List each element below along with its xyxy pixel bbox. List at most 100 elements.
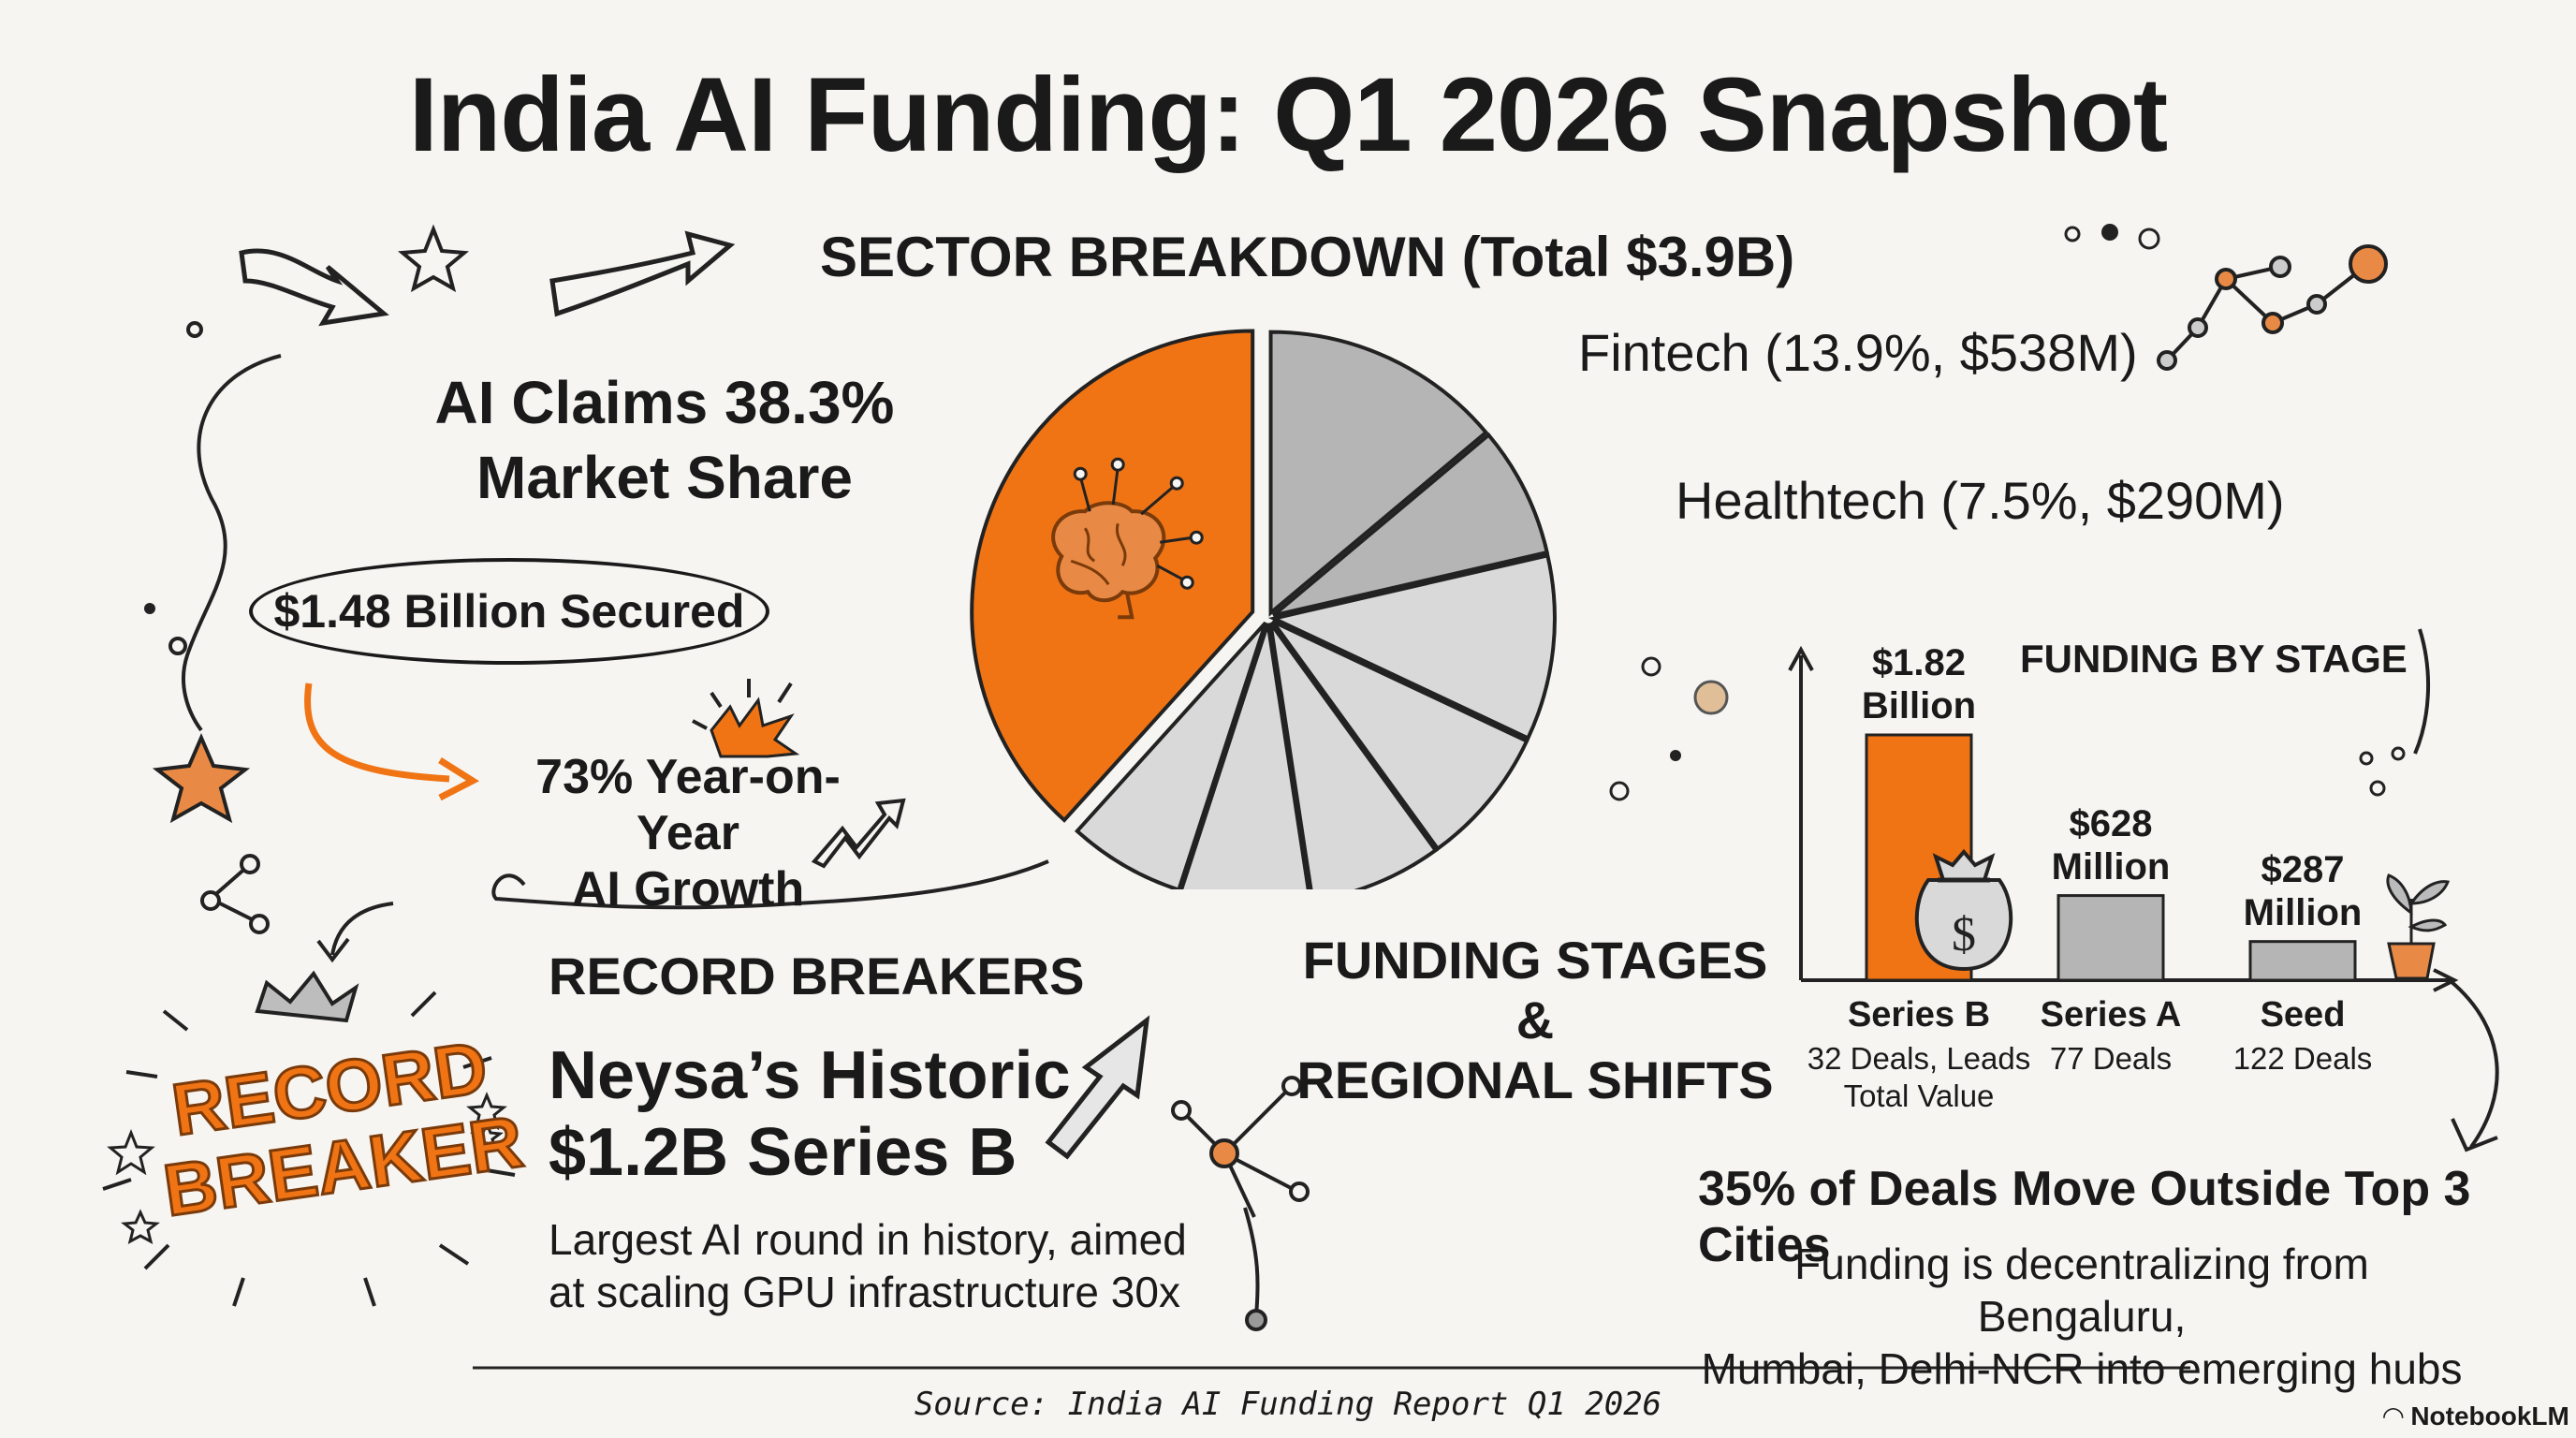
burst-icon bbox=[692, 679, 800, 758]
dot-icon bbox=[1641, 656, 1661, 677]
brand-logo-icon: ◠ bbox=[2383, 1401, 2411, 1431]
dot-icon bbox=[186, 321, 203, 338]
pie-label-fintech: Fintech (13.9%, $538M) bbox=[1578, 323, 2138, 382]
bar-value-line: Million bbox=[2243, 891, 2363, 933]
pie-slice-fintech bbox=[1268, 330, 1489, 617]
bar-category-label: Seed bbox=[2260, 995, 2346, 1034]
sector-breakdown-heading: SECTOR BREAKDOWN (Total $3.9B) bbox=[820, 226, 1795, 288]
growth-line1: 73% Year-on-Year bbox=[535, 750, 841, 860]
funding-by-stage-chart: $ bbox=[1788, 645, 2459, 992]
notebooklm-brand: ◠ NotebookLM bbox=[2383, 1401, 2569, 1431]
secured-amount-oval: $1.48 Billion Secured bbox=[249, 558, 769, 665]
orange-star-icon bbox=[152, 732, 251, 824]
dot-icon bbox=[2359, 751, 2374, 766]
bar-value-line: Billion bbox=[1861, 685, 1977, 726]
down-arrow-icon bbox=[316, 902, 394, 963]
dot-icon bbox=[2064, 226, 2081, 242]
orange-arrow-icon bbox=[304, 682, 480, 801]
bar-category-label: Series B bbox=[1847, 995, 1991, 1034]
bar-value-line: $287 bbox=[2261, 848, 2345, 890]
bar-value-label: $1.82 Billion bbox=[1816, 641, 2022, 727]
pie-slice-other-2 bbox=[1267, 552, 1557, 741]
pie-slice-other-4 bbox=[1268, 622, 1439, 889]
pie-label-healthtech: Healthtech (7.5%, $290M) bbox=[1676, 471, 2285, 530]
record-breakers-heading: RECORD BREAKERS bbox=[549, 946, 1085, 1005]
bar-value-line: Million bbox=[2051, 845, 2171, 888]
network-icon bbox=[200, 854, 270, 934]
pie-slice-other-5 bbox=[1179, 623, 1310, 889]
pie-slice-other-3 bbox=[1271, 620, 1530, 852]
dot-icon bbox=[2138, 227, 2160, 250]
bar-deals-line: 77 Deals bbox=[2049, 1041, 2173, 1076]
neysa-line2: $1.2B Series B bbox=[549, 1115, 1017, 1190]
pie-slice-other-6 bbox=[1074, 621, 1267, 889]
badge-rays bbox=[102, 990, 516, 1307]
dot-icon bbox=[1670, 750, 1681, 761]
funding-by-stage-title: FUNDING BY STAGE bbox=[2020, 637, 2408, 681]
growth-line2: AI Growth bbox=[571, 862, 805, 917]
bar-deals-label: 77 Deals bbox=[1989, 1040, 2232, 1078]
big-arrow-icon bbox=[1045, 1015, 1150, 1160]
y-axis-arrow bbox=[1788, 645, 1814, 671]
network-icon bbox=[2157, 244, 2388, 371]
regional-shift-description: Funding is decentralizing from Bengaluru… bbox=[1698, 1238, 2466, 1395]
sketch-arrow-icon bbox=[239, 230, 736, 327]
source-citation: Source: India AI Funding Report Q1 2026 bbox=[914, 1386, 1662, 1423]
bar-value-line: $628 bbox=[2069, 802, 2153, 844]
crown-icon bbox=[255, 970, 359, 1023]
star-icon bbox=[470, 1119, 504, 1152]
down-arrow-icon bbox=[2449, 979, 2499, 1152]
money-bag-icon: $ bbox=[1914, 848, 2013, 972]
regional-desc-line1: Funding is decentralizing from Bengaluru… bbox=[1794, 1240, 2369, 1341]
dot-icon bbox=[2369, 780, 2386, 797]
bar-value-line: $1.82 bbox=[1871, 642, 1967, 683]
trend-up-icon bbox=[811, 798, 906, 869]
secured-amount-text: $1.48 Billion Secured bbox=[273, 585, 745, 638]
neysa-line1: Neysa’s Historic bbox=[549, 1038, 1071, 1113]
brain-icon bbox=[1051, 457, 1204, 620]
dot-icon bbox=[1693, 680, 1729, 715]
dot-icon bbox=[168, 637, 187, 655]
stages-line2: REGIONAL SHIFTS bbox=[1296, 1050, 1774, 1109]
star-icon bbox=[121, 1209, 160, 1244]
bar-value-label: $287 Million bbox=[2200, 848, 2406, 934]
network-icon bbox=[1171, 1076, 1310, 1331]
bar-deals-line: Total Value bbox=[1843, 1078, 1995, 1113]
regional-shift-heading: 35% of Deals Move Outside Top 3 Cities bbox=[1698, 1162, 2471, 1272]
neysa-desc-line1: Largest AI round in history, aimed bbox=[549, 1215, 1187, 1264]
funding-stages-heading: FUNDING STAGES & REGIONAL SHIFTS bbox=[1292, 931, 1778, 1110]
dot-icon bbox=[2391, 746, 2406, 761]
bracket-line bbox=[2413, 628, 2431, 755]
dot-icon bbox=[1609, 781, 1630, 801]
swirl-line bbox=[181, 354, 282, 732]
stages-line1: FUNDING STAGES & bbox=[1302, 931, 1768, 1049]
brand-text: NotebookLM bbox=[2410, 1401, 2569, 1431]
neysa-description: Largest AI round in history, aimed at sc… bbox=[549, 1213, 1187, 1318]
ai-share-line1: AI Claims 38.3% bbox=[434, 369, 895, 436]
ai-growth-text: 73% Year-on-Year AI Growth bbox=[487, 749, 889, 917]
regional-desc-line2: Mumbai, Delhi-NCR into emerging hubs bbox=[1701, 1344, 2463, 1393]
bar-category-label: Series A bbox=[2040, 995, 2182, 1034]
ai-share-line2: Market Share bbox=[476, 444, 853, 511]
bar-series-a bbox=[2056, 894, 2165, 982]
bar-deals-line: 122 Deals bbox=[2232, 1041, 2373, 1076]
star-icon bbox=[107, 1128, 155, 1176]
bar-deals-label: 32 Deals, Leads Total Value bbox=[1797, 1040, 2041, 1115]
neysa-desc-line2: at scaling GPU infrastructure 30x bbox=[549, 1268, 1180, 1316]
bar-deals-line: 32 Deals, Leads bbox=[1807, 1041, 2031, 1076]
dot-icon bbox=[2101, 224, 2118, 241]
page-title: India AI Funding: Q1 2026 Snapshot bbox=[408, 56, 2168, 173]
sector-pie-chart bbox=[970, 329, 1557, 889]
bar-value-label: $628 Million bbox=[2008, 802, 2214, 888]
neysa-heading: Neysa’s Historic $1.2B Series B bbox=[549, 1037, 1071, 1191]
scribble-line bbox=[491, 859, 1049, 910]
pie-slice-healthtech bbox=[1272, 432, 1550, 618]
bar-seed bbox=[2248, 940, 2357, 982]
star-icon bbox=[397, 224, 470, 293]
svg-text:$: $ bbox=[1952, 908, 1976, 961]
dot-icon bbox=[144, 603, 155, 614]
ai-market-share-heading: AI Claims 38.3% Market Share bbox=[374, 365, 955, 515]
x-axis-arrow bbox=[2433, 968, 2459, 992]
bar-deals-label: 122 Deals bbox=[2181, 1040, 2424, 1078]
